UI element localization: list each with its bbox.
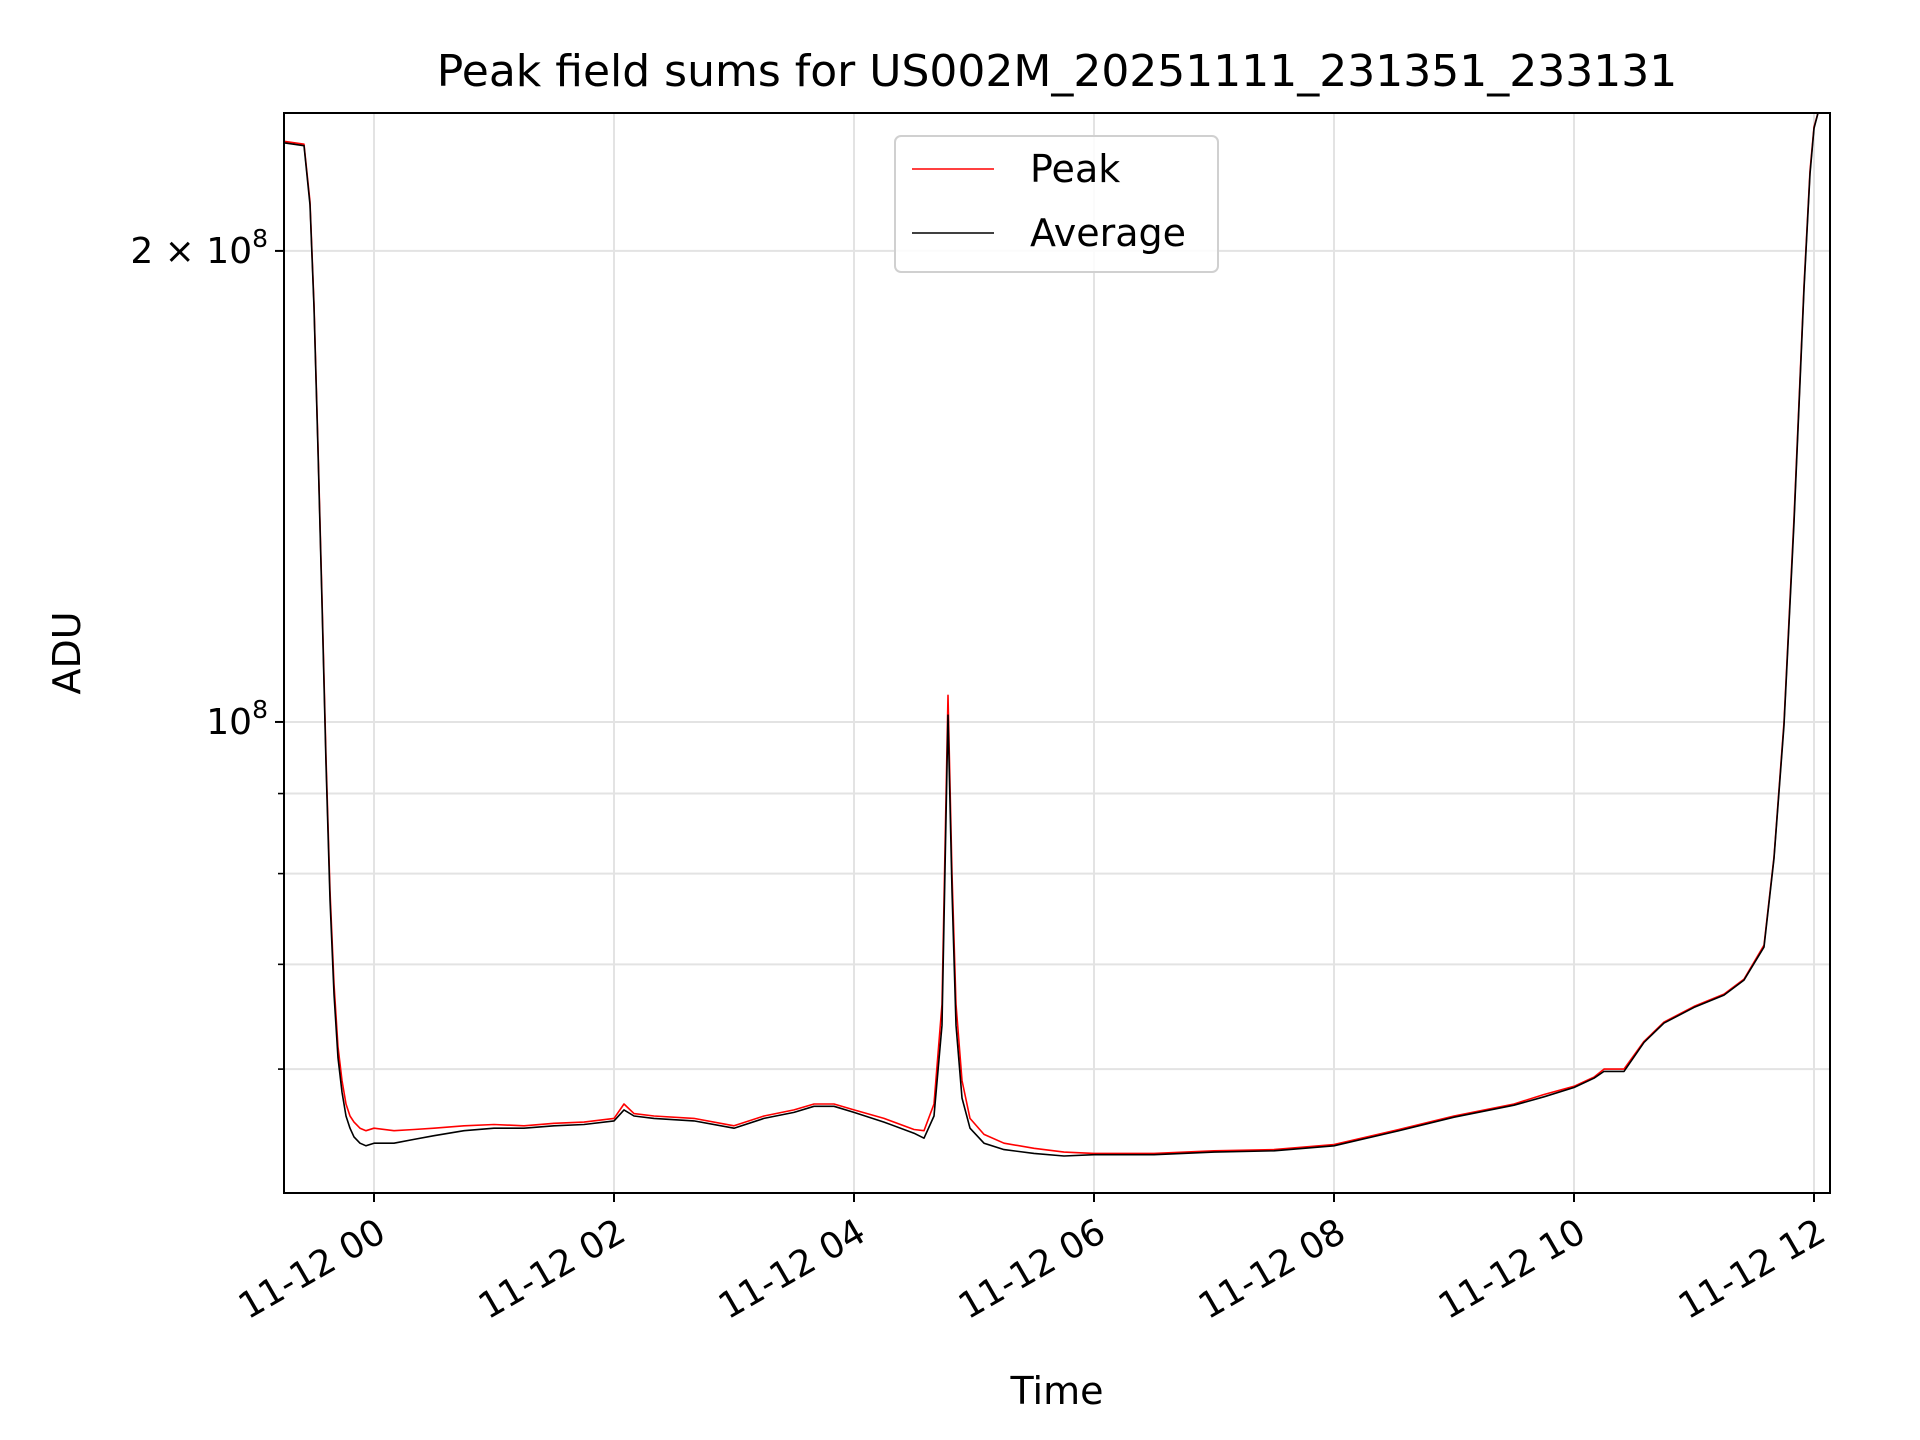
legend-label-peak: Peak — [1030, 147, 1120, 191]
series-layer — [283, 112, 1819, 1157]
series-line-average — [283, 112, 1819, 1157]
y-tick-label: 2 × 108 — [130, 224, 268, 272]
y-axis-label: ADU — [45, 611, 89, 694]
legend: Peak Average — [894, 135, 1219, 273]
chart-title: Peak field sums for US002M_20251111_2313… — [437, 46, 1677, 97]
legend-box — [894, 135, 1219, 273]
x-axis-label: Time — [1010, 1369, 1104, 1413]
grid — [284, 113, 1830, 1193]
y-tick-label: 108 — [206, 695, 268, 743]
legend-label-average: Average — [1030, 211, 1186, 255]
plot-frame — [283, 112, 1831, 1194]
series-line-peak — [283, 112, 1819, 1155]
